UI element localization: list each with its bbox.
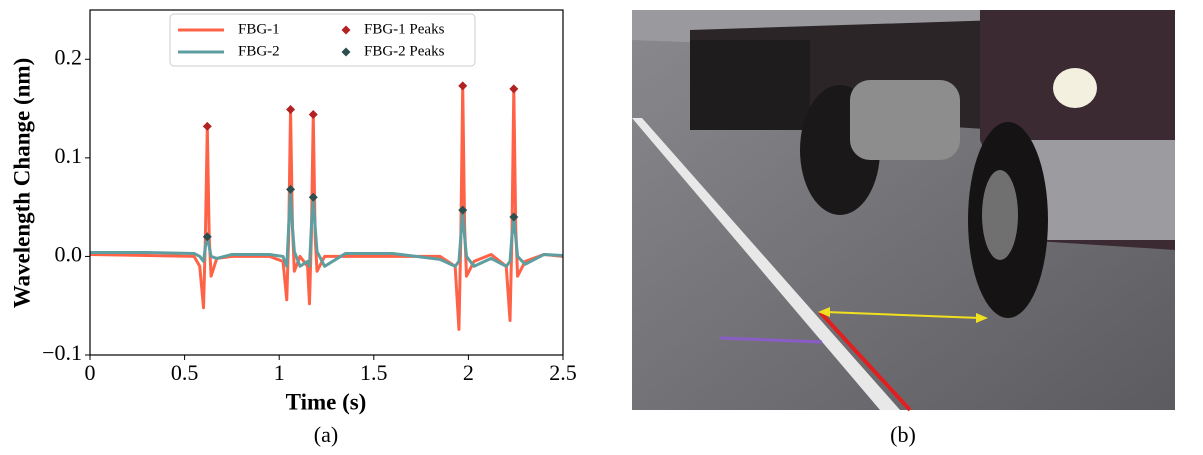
legend-label: FBG-2 Peaks [364,43,445,59]
legend-label: FBG-1 Peaks [364,21,445,37]
legend-marker [341,25,351,35]
x-axis-label: Time (s) [286,389,367,414]
peak-marker [509,212,519,222]
x-tick-label: 1.5 [360,360,388,385]
purple-line [719,336,823,344]
arrow-head [976,313,988,323]
y-tick-label: −0.1 [42,340,82,365]
y-axis-label: Wavelength Change (nm) [9,58,34,308]
legend-box [169,13,476,67]
x-tick-label: 0 [85,360,96,385]
plot [89,81,564,331]
legend-label: FBG-1 [238,21,280,37]
caption: (b) [890,422,916,447]
headlight [1053,68,1097,108]
legend-label: FBG-2 [238,43,280,59]
lane-line [632,118,900,410]
photo [632,10,1175,412]
caption: (a) [314,422,338,447]
peak-marker [509,84,519,94]
peak-marker [202,232,212,242]
series-line [90,187,564,268]
y-tick-label: 0.1 [55,143,83,168]
x-tick-label: 0.5 [171,360,199,385]
y-tick-label: 0.2 [55,44,83,69]
peak-marker [308,109,318,119]
x-tick-label: 2 [463,360,474,385]
peak-marker [458,81,468,91]
hub [982,170,1018,260]
series-line [89,84,564,331]
peak-marker [286,105,296,115]
y-tick-label: 0.0 [55,241,83,266]
peak-marker [286,184,296,194]
yellow-arrow [825,311,981,319]
fuel-tank [850,80,960,160]
legend-marker [341,47,351,57]
x-tick-label: 1 [274,360,285,385]
red-line [818,310,912,412]
legend: FBG-1 FBG-2 FBG-1 Peaks FBG-2 Peaks [169,13,476,67]
peak-marker [458,205,468,215]
axes-frame [89,9,564,356]
arrow-head [818,307,830,317]
rear-wheels [690,40,810,130]
x-tick-label: 2.5 [549,360,577,385]
peak-marker [308,192,318,202]
peak-marker [202,121,212,131]
